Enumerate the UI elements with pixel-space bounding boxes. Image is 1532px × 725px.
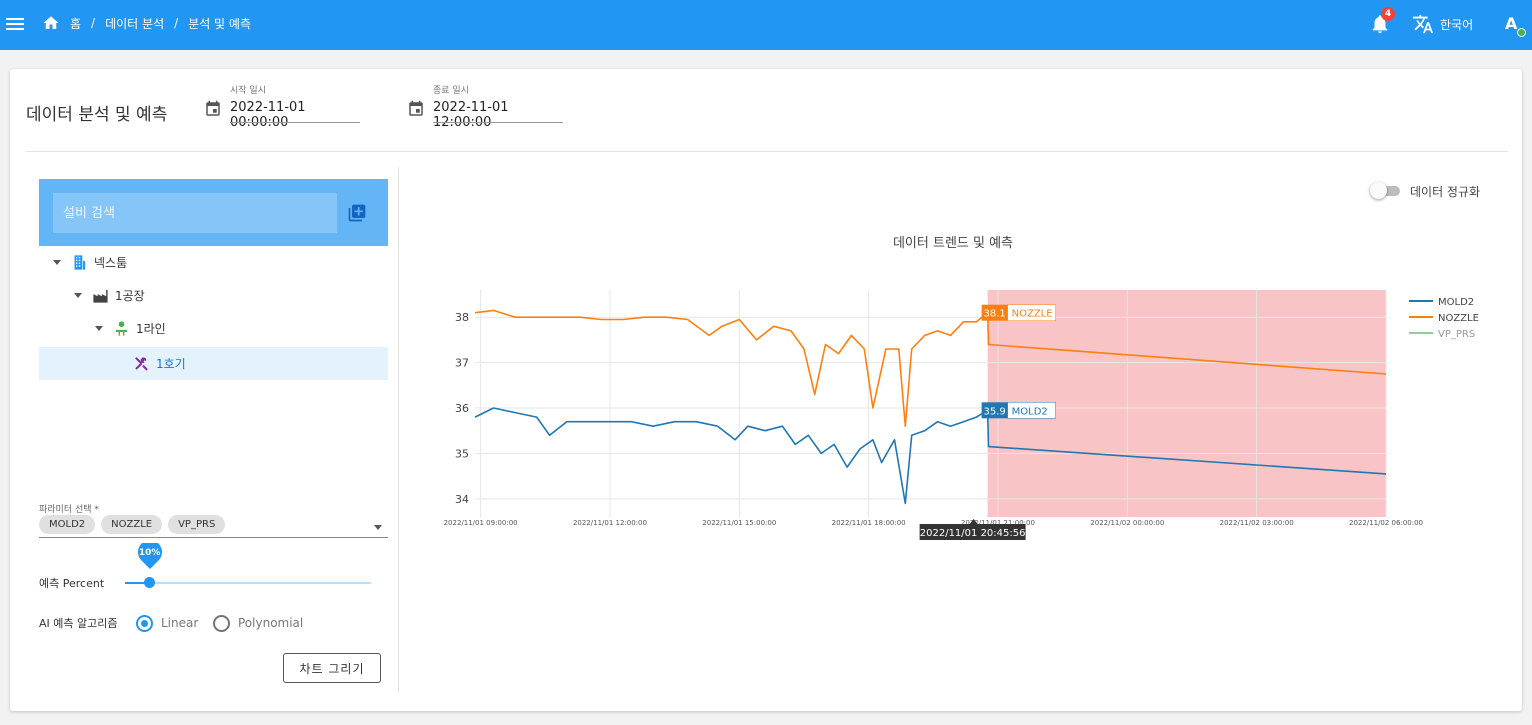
factory-icon: [93, 289, 108, 303]
percent-slider-fill: [125, 582, 150, 584]
equipment-search-input[interactable]: [53, 193, 337, 233]
hover-value-text: 38.1: [983, 309, 1005, 320]
tree-node-factory[interactable]: 1공장: [39, 279, 388, 312]
start-date-underline: [230, 122, 360, 123]
parameter-chip[interactable]: NOZZLE: [101, 515, 163, 534]
tree-node-label: 넥스툼: [94, 256, 128, 270]
y-tick-label: 35: [455, 447, 469, 460]
hover-x-box: [919, 524, 1026, 540]
caret-down-icon[interactable]: [53, 260, 61, 265]
hover-value-box: [981, 304, 1008, 321]
radio-polynomial[interactable]: [213, 615, 230, 632]
percent-slider-thumb[interactable]: [144, 577, 156, 588]
hover-name-box: [1007, 402, 1056, 419]
normalize-toggle-label: 데이터 정규화: [1410, 185, 1481, 199]
breadcrumb-data-analysis[interactable]: 데이터 분석: [105, 16, 165, 31]
y-tick-label: 37: [455, 357, 469, 370]
breadcrumb-home[interactable]: 홈: [70, 16, 82, 31]
library-add-icon[interactable]: [347, 203, 367, 223]
tree-node-line[interactable]: 1라인: [39, 312, 388, 345]
hover-value-box: [981, 402, 1008, 419]
start-date-label: 시작 일시: [230, 86, 266, 96]
tree-node-label: 1공장: [115, 289, 145, 303]
calendar-icon[interactable]: [204, 100, 222, 118]
parameter-chip[interactable]: MOLD2: [39, 515, 96, 534]
y-tick-label: 34: [455, 493, 469, 506]
hover-x-text: 2022/11/01 20:45:56: [920, 528, 1026, 539]
breadcrumb-separator: /: [174, 16, 179, 30]
slider-value-tooltip: [137, 543, 162, 569]
x-tick-label: 2022/11/01 18:00:00: [832, 519, 906, 527]
menu-icon[interactable]: [6, 15, 24, 31]
panel-divider: [398, 167, 399, 693]
trend-chart[interactable]: 34 35 36 37 38 2022/11/01 09:00:00 2022/11/01 …: [10, 69, 1522, 711]
radio-polynomial-label[interactable]: Polynomial: [238, 616, 304, 630]
radio-linear[interactable]: [136, 615, 153, 632]
tree-node-machine[interactable]: 1호기: [39, 347, 388, 380]
dropdown-arrow-icon[interactable]: [374, 525, 382, 530]
main-card: 데이터 분석 및 예측 시작 일시 2022-11-01 00:00:00 종료…: [10, 69, 1522, 711]
calendar-icon[interactable]: [407, 100, 425, 118]
series-line-nozzle: [474, 309, 1387, 427]
x-tick-label: 2022/11/02 03:00:00: [1220, 519, 1294, 527]
x-tick-label: 2022/11/01 12:00:00: [573, 519, 647, 527]
hover-name-box: [1007, 304, 1056, 321]
legend-label-vp_prs: VP_PRS: [1438, 329, 1475, 340]
avatar[interactable]: A: [1505, 14, 1518, 33]
parameter-chip[interactable]: VP_PRS: [168, 515, 226, 534]
breadcrumb: 홈 / 데이터 분석 / 분석 및 예측: [42, 14, 251, 32]
equipment-search-panel: [39, 179, 388, 246]
x-tick-label: 2022/11/02 00:00:00: [1090, 519, 1164, 527]
caret-down-icon[interactable]: [74, 293, 82, 298]
tree-node-label: 1호기: [156, 357, 186, 371]
legend-label-nozzle: NOZZLE: [1438, 313, 1479, 324]
page-title: 데이터 분석 및 예측: [26, 105, 168, 125]
top-app-bar: 홈 / 데이터 분석 / 분석 및 예측 4 한국어 A: [0, 0, 1532, 50]
end-date-underline: [433, 122, 563, 123]
chart-title: 데이터 트렌드 및 예측: [893, 236, 1013, 251]
y-tick-label: 38: [455, 311, 469, 324]
breadcrumb-separator: /: [91, 16, 96, 30]
normalize-toggle-thumb[interactable]: [1370, 182, 1387, 199]
header-divider: [26, 151, 1508, 152]
caret-down-icon[interactable]: [95, 326, 103, 331]
online-status-dot: [1517, 28, 1526, 37]
tree-node-label: 1라인: [136, 322, 166, 336]
translate-icon[interactable]: [1412, 13, 1434, 35]
y-tick-label: 36: [455, 402, 469, 415]
series-line-mold2: [474, 407, 1387, 505]
legend-label-mold2: MOLD2: [1438, 297, 1474, 308]
x-tick-label: 2022/11/01 21:00:00: [961, 519, 1035, 527]
notification-badge: 4: [1381, 7, 1395, 21]
percent-slider-track[interactable]: [125, 582, 371, 584]
predict-percent-label: 예측 Percent: [39, 577, 105, 590]
algorithm-label: AI 예측 알고리즘: [39, 617, 118, 630]
x-tick-label: 2022/11/01 09:00:00: [444, 519, 518, 527]
tree-node-company[interactable]: 넥스툼: [39, 246, 388, 279]
building-icon: [74, 255, 86, 270]
parameter-select-label: 파라미터 선택 *: [39, 505, 99, 515]
line-icon: [115, 321, 128, 336]
hover-name-text: MOLD2: [1012, 406, 1048, 417]
x-tick-label: 2022/11/01 15:00:00: [702, 519, 776, 527]
parameter-chips[interactable]: MOLD2 NOZZLE VP_PRS: [39, 515, 231, 534]
tools-icon: [135, 357, 148, 371]
draw-chart-button[interactable]: 차트 그리기: [283, 653, 381, 683]
radio-linear-label[interactable]: Linear: [161, 616, 199, 630]
end-date-label: 종료 일시: [433, 86, 469, 96]
x-tick-label: 2022/11/02 06:00:00: [1349, 519, 1423, 527]
slider-value-text: 10%: [138, 548, 161, 558]
parameter-select-underline: [39, 537, 388, 538]
hover-x-pointer: [969, 519, 978, 524]
hover-value-text: 35.9: [983, 406, 1005, 417]
home-icon[interactable]: [42, 14, 60, 32]
language-selector[interactable]: 한국어: [1440, 18, 1474, 32]
breadcrumb-current: 분석 및 예측: [188, 16, 251, 31]
hover-name-text: NOZZLE: [1012, 309, 1053, 320]
